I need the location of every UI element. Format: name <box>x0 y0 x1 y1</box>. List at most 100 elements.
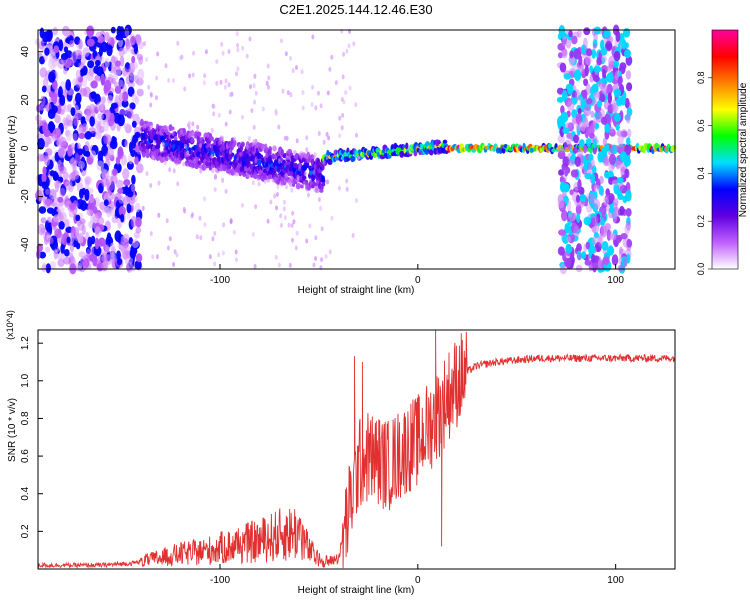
heatmap-cell <box>130 183 136 193</box>
heatmap-cell <box>37 137 45 150</box>
heatmap-cell <box>303 171 307 177</box>
heatmap-cell <box>176 40 180 46</box>
heatmap-cell <box>145 151 150 159</box>
heatmap-cell <box>107 147 114 159</box>
heatmap-cell <box>184 143 188 149</box>
heatmap-cell <box>84 141 90 153</box>
heatmap-cell <box>170 126 175 131</box>
heatmap-cell <box>137 40 145 50</box>
heatmap-cell <box>49 51 57 63</box>
frequency-axis: -40 -20 0 20 40 <box>20 46 43 252</box>
heatmap-cell <box>612 210 618 223</box>
heatmap-cell <box>190 213 194 219</box>
heatmap-cell <box>131 138 137 149</box>
heatmap-cell <box>319 188 324 193</box>
heatmap-cell <box>348 85 352 91</box>
heatmap-cell <box>136 53 144 61</box>
heatmap-cell <box>617 75 623 85</box>
heatmap-cell <box>574 156 581 167</box>
heatmap-cell <box>611 179 619 187</box>
heatmap-cell <box>110 102 118 109</box>
heatmap-cell <box>592 235 598 245</box>
heatmap-cell <box>236 66 240 72</box>
heatmap-cell <box>608 153 617 166</box>
heatmap-cell <box>304 162 310 169</box>
heatmap-cell <box>529 147 535 153</box>
heatmap-cell <box>118 47 125 57</box>
heatmap-cell <box>274 110 278 116</box>
heatmap-cell <box>182 161 186 167</box>
heatmap-cell <box>284 51 288 57</box>
heatmap-cell <box>584 103 591 111</box>
heatmap-cell <box>672 144 677 150</box>
heatmap-cell <box>129 74 137 82</box>
heatmap-cell <box>300 69 304 75</box>
heatmap-cell <box>42 166 47 176</box>
heatmap-cell <box>199 168 203 174</box>
heatmap-cell <box>116 258 123 266</box>
heatmap-cell <box>227 49 231 55</box>
heatmap-cell <box>135 216 142 228</box>
heatmap-cell <box>101 169 110 180</box>
heatmap-cell <box>86 209 94 216</box>
heatmap-cell <box>40 217 47 224</box>
heatmap-cell <box>94 226 101 238</box>
heatmap-cell <box>257 159 262 167</box>
colorbar: 0.0 0.2 0.4 0.6 0.8 Normalized spectral ampl… <box>696 29 749 275</box>
heatmap-cell <box>119 109 126 116</box>
heatmap-cell <box>616 176 624 184</box>
heatmap-cell <box>575 264 583 273</box>
heatmap-cell <box>145 122 149 128</box>
snr-tick-label: 1.2 <box>20 336 31 350</box>
heatmap-cell <box>575 194 581 204</box>
heatmap-cell <box>148 126 152 132</box>
heatmap-cell <box>585 241 591 250</box>
heatmap-cell <box>602 256 610 265</box>
heatmap-cell <box>305 238 309 244</box>
heatmap-cell <box>131 174 136 185</box>
heatmap-cell <box>49 123 54 134</box>
heatmap-cell <box>567 212 576 222</box>
frequency-tick-label: -20 <box>20 189 31 204</box>
heatmap-cell <box>308 177 312 183</box>
heatmap-cell <box>275 192 279 197</box>
heatmap-cell <box>578 121 584 132</box>
heatmap-cell <box>625 137 631 146</box>
heatmap-cell <box>103 133 109 145</box>
snr-panel: 0.2 0.4 0.6 0.8 1.0 1.2 -100 0 100 Height of st… <box>5 310 676 596</box>
heatmap-cell <box>344 90 348 96</box>
heatmap-cell <box>619 150 628 163</box>
heatmap-cell <box>58 221 65 230</box>
top-height-tick-label: 100 <box>607 275 624 286</box>
heatmap-cell <box>585 137 592 147</box>
heatmap-cell <box>600 77 606 84</box>
heatmap-cell <box>280 148 284 156</box>
heatmap-cell <box>192 50 196 56</box>
heatmap-cell <box>113 70 118 82</box>
heatmap-cell <box>39 67 48 78</box>
snr-scale-note: (x10^4) <box>5 310 15 340</box>
heatmap-cell <box>69 241 75 253</box>
heatmap-cell <box>286 90 290 96</box>
heatmap-cell <box>347 43 351 49</box>
heatmap-cell <box>562 127 570 134</box>
heatmap-cell <box>190 137 194 144</box>
heatmap-cell <box>43 199 52 209</box>
heatmap-cell <box>137 68 145 81</box>
heatmap-cell <box>149 92 153 98</box>
bottom-height-axis: -100 0 100 <box>210 564 624 586</box>
heatmap-cell <box>338 115 342 121</box>
heatmap-cell <box>587 127 595 137</box>
heatmap-cell <box>569 50 574 59</box>
heatmap-cell <box>566 236 572 243</box>
heatmap-cell <box>310 102 314 107</box>
heatmap-cell <box>263 178 267 184</box>
heatmap-cell <box>603 28 611 38</box>
heatmap-cell <box>78 132 86 140</box>
heatmap-cell <box>571 116 577 124</box>
snr-tick-label: 0.2 <box>20 524 31 538</box>
heatmap-cell <box>176 181 180 187</box>
heatmap-cell <box>252 83 256 89</box>
heatmap-cell <box>47 216 52 224</box>
heatmap-cell <box>84 176 92 185</box>
